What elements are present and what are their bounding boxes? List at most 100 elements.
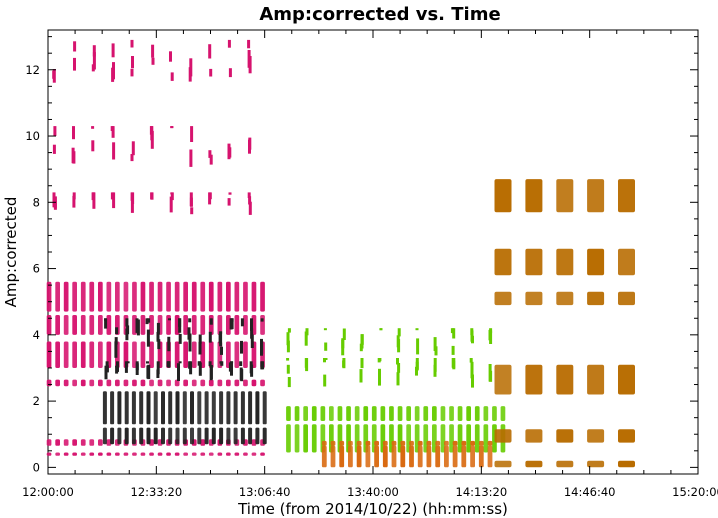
data-mark xyxy=(111,43,115,58)
data-mark xyxy=(89,341,95,368)
data-mark xyxy=(323,328,327,331)
data-mark xyxy=(227,39,231,48)
data-mark xyxy=(80,315,86,335)
data-mark xyxy=(500,406,506,421)
data-mark xyxy=(248,427,253,445)
data-mark xyxy=(251,281,257,312)
data-mark xyxy=(260,318,264,322)
data-mark xyxy=(174,452,180,456)
data-mark xyxy=(178,333,182,344)
data-mark xyxy=(124,391,129,425)
data-mark xyxy=(53,196,57,210)
data-mark xyxy=(200,281,206,312)
data-mark xyxy=(525,179,543,213)
data-mark xyxy=(46,452,52,456)
data-mark xyxy=(112,142,116,160)
data-mark xyxy=(110,126,114,131)
data-mark xyxy=(125,328,129,341)
data-mark xyxy=(435,440,441,446)
data-mark xyxy=(415,328,419,331)
data-mark xyxy=(140,452,146,456)
y-axis-ticks: 0 2 4 6 8 10 12 xyxy=(25,36,698,474)
data-mark xyxy=(146,329,150,347)
data-mark xyxy=(450,328,454,334)
data-mark xyxy=(209,318,213,325)
data-mark xyxy=(200,439,206,446)
data-mark xyxy=(360,358,364,369)
x-tick-label: 13:06:40 xyxy=(239,485,291,499)
data-mark xyxy=(208,150,212,158)
data-mark xyxy=(240,391,245,425)
data-mark xyxy=(92,52,96,70)
data-mark xyxy=(123,379,129,387)
data-mark xyxy=(304,331,308,346)
data-mark xyxy=(190,126,194,142)
data-mark xyxy=(348,445,353,468)
data-mark xyxy=(248,137,252,150)
data-mark xyxy=(55,281,60,312)
data-mark xyxy=(217,315,223,335)
data-mark xyxy=(156,322,160,335)
data-mark xyxy=(190,427,194,445)
data-mark xyxy=(239,361,243,366)
data-mark xyxy=(416,338,420,355)
data-mark xyxy=(417,440,423,446)
data-mark xyxy=(228,147,232,158)
data-mark xyxy=(188,318,192,323)
x-tick-label: 15:20:00 xyxy=(672,485,718,499)
data-mark xyxy=(72,315,77,335)
data-mark xyxy=(115,281,120,312)
x-tick-label: 14:46:40 xyxy=(564,485,616,499)
data-mark xyxy=(114,341,118,358)
data-mark xyxy=(98,439,103,446)
data-mark xyxy=(474,406,480,421)
data-mark xyxy=(115,327,119,335)
data-mark xyxy=(98,452,103,456)
data-mark xyxy=(435,445,441,468)
data-mark xyxy=(55,452,60,456)
data-mark xyxy=(396,358,399,365)
data-mark xyxy=(452,445,458,468)
data-mark xyxy=(114,337,118,345)
data-mark xyxy=(243,379,248,387)
data-mark xyxy=(115,452,120,456)
data-mark xyxy=(556,291,574,306)
data-mark xyxy=(255,427,260,445)
data-mark xyxy=(140,281,146,312)
data-mark xyxy=(140,379,146,387)
data-mark xyxy=(123,452,129,456)
data-mark xyxy=(204,391,209,425)
data-mark xyxy=(105,361,109,371)
data-mark xyxy=(423,406,429,421)
data-mark xyxy=(247,39,251,49)
data-mark xyxy=(360,334,364,349)
y-tick-label: 2 xyxy=(33,394,40,408)
series-2 xyxy=(286,328,506,453)
data-mark xyxy=(189,58,193,77)
data-mark xyxy=(139,391,144,425)
data-mark xyxy=(378,368,381,386)
data-mark xyxy=(449,424,454,453)
data-mark xyxy=(102,391,107,425)
data-mark xyxy=(183,281,188,312)
data-mark xyxy=(461,445,467,468)
data-mark xyxy=(132,379,137,387)
data-mark xyxy=(228,362,232,372)
data-mark xyxy=(102,427,107,445)
data-mark xyxy=(525,460,543,468)
data-mark xyxy=(374,445,379,468)
data-mark xyxy=(415,361,419,369)
data-mark xyxy=(400,440,406,446)
data-mark xyxy=(112,192,116,209)
data-mark xyxy=(130,192,134,201)
data-mark xyxy=(150,130,154,149)
data-mark xyxy=(469,358,473,363)
data-mark xyxy=(226,379,231,387)
data-mark xyxy=(311,424,317,453)
data-mark xyxy=(494,460,512,468)
data-mark xyxy=(80,452,86,456)
data-mark xyxy=(287,328,291,333)
data-mark xyxy=(168,318,171,321)
data-mark xyxy=(149,379,154,387)
data-mark xyxy=(452,440,458,446)
